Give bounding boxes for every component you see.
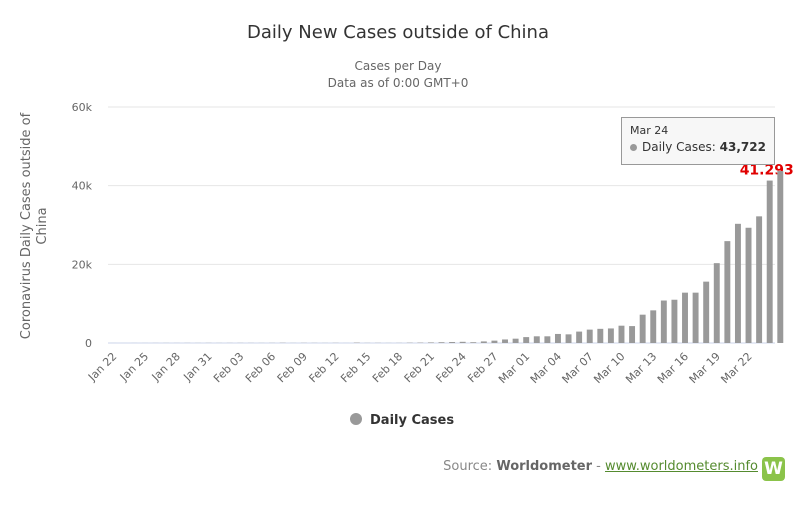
x-tick-label: Feb 09 — [275, 350, 310, 385]
y-tick-label: 0 — [85, 337, 92, 350]
bar — [745, 227, 752, 343]
chart-title: Daily New Cases outside of China — [247, 22, 549, 43]
x-tick-label: Mar 13 — [623, 350, 659, 386]
x-tick-label: Feb 12 — [306, 350, 341, 385]
bar — [459, 341, 466, 343]
bar — [586, 329, 593, 343]
x-tick-label: Mar 22 — [718, 350, 754, 386]
bar — [713, 263, 720, 343]
bar — [724, 241, 731, 343]
tooltip: Mar 24 Daily Cases: 43,722 — [621, 117, 775, 165]
tooltip-date: Mar 24 — [630, 124, 669, 137]
source-prefix: Source: — [443, 459, 493, 474]
tooltip-row: Daily Cases: 43,722 — [630, 140, 766, 154]
x-tick-label: Mar 07 — [560, 350, 596, 386]
bar — [544, 336, 551, 343]
bar — [470, 342, 477, 343]
tooltip-series: Daily Cases — [642, 140, 712, 154]
tooltip-value: 43,722 — [719, 140, 766, 154]
x-tick-label: Mar 01 — [496, 350, 532, 386]
bar — [639, 314, 646, 343]
source-link[interactable]: www.worldometers.info — [605, 459, 758, 474]
x-tick-label: Feb 18 — [370, 350, 405, 385]
bar — [756, 216, 763, 343]
x-tick-label: Feb 24 — [433, 350, 468, 385]
x-tick-label: Feb 15 — [338, 350, 373, 385]
bar — [480, 341, 487, 343]
bar — [734, 223, 741, 343]
x-tick-label: Feb 06 — [243, 350, 278, 385]
y-axis-title: Coronavirus Daily Cases outside of China — [19, 112, 50, 340]
x-tick-label: Jan 28 — [149, 350, 183, 384]
bar — [618, 325, 625, 343]
legend-marker — [350, 413, 362, 425]
bar — [533, 336, 540, 343]
bar — [692, 292, 699, 343]
chart-subtitle: Data as of 0:00 GMT+0 — [328, 76, 469, 90]
bar — [554, 333, 561, 343]
bar — [427, 342, 434, 343]
x-tick-label: Mar 19 — [687, 350, 723, 386]
bar — [671, 299, 678, 343]
bar — [777, 171, 784, 343]
bar — [660, 300, 667, 343]
x-tick-label: Mar 16 — [655, 350, 691, 386]
y-tick-label: 20k — [72, 258, 93, 271]
bar — [512, 338, 519, 343]
bar — [449, 342, 456, 343]
logo: W — [762, 457, 785, 481]
bar — [438, 342, 445, 343]
bar — [703, 281, 710, 343]
bar — [502, 339, 508, 343]
x-tick-label: Feb 21 — [402, 350, 437, 385]
bar — [597, 328, 604, 343]
bar — [766, 180, 773, 343]
tooltip-dot — [630, 144, 637, 151]
bar — [629, 326, 636, 343]
bar — [491, 340, 498, 343]
x-tick-label: Jan 25 — [117, 350, 151, 384]
chart-subtitle: Cases per Day — [355, 59, 442, 73]
x-tick-label: Jan 22 — [85, 350, 119, 384]
bar — [682, 292, 688, 343]
bar — [650, 310, 657, 343]
x-tick-label: Mar 04 — [528, 350, 564, 386]
x-tick-label: Feb 27 — [465, 350, 500, 385]
legend-label[interactable]: Daily Cases — [370, 413, 454, 428]
bar — [576, 331, 583, 343]
bar — [523, 337, 530, 343]
x-tick-label: Jan 31 — [180, 350, 214, 384]
y-tick-label: 60k — [72, 101, 93, 114]
x-tick-label: Mar 10 — [591, 350, 627, 386]
source-separator: - — [596, 459, 601, 474]
bar — [565, 334, 572, 343]
source-name: Worldometer — [496, 459, 593, 474]
x-tick-label: Feb 03 — [211, 350, 246, 385]
source: Source: Worldometer - www.worldometers.i… — [443, 459, 758, 474]
bar — [607, 328, 614, 343]
y-tick-label: 40k — [72, 180, 93, 193]
